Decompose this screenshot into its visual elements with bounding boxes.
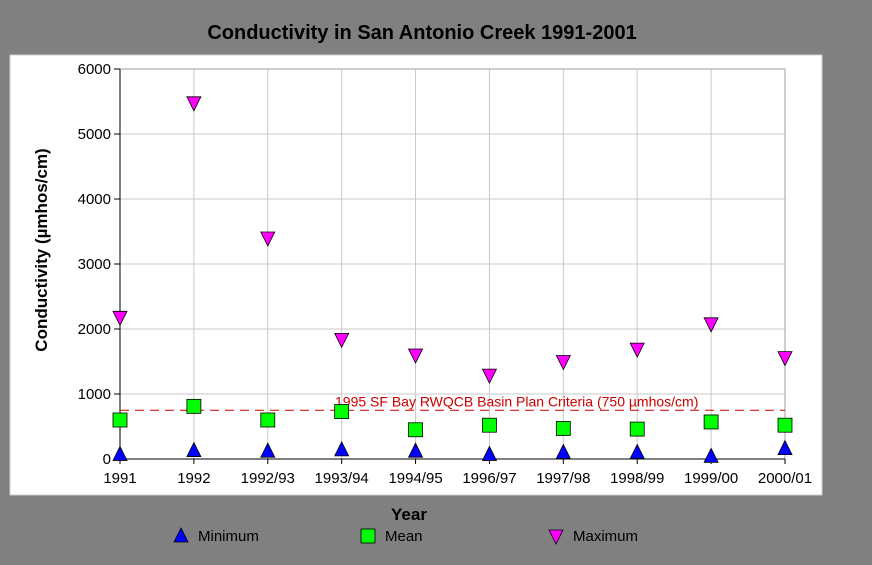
maximum-point <box>112 310 128 327</box>
legend: Minimum Mean Maximum <box>173 527 638 545</box>
x-tick-label: 1992 <box>177 470 210 487</box>
minimum-point <box>703 447 719 463</box>
minimum-point <box>777 439 793 456</box>
minimum-point <box>555 443 571 459</box>
y-tick-label: 4000 <box>78 191 111 208</box>
minimum-point <box>629 443 645 459</box>
x-tick-label: 1992/93 <box>241 470 295 487</box>
mean-point <box>703 414 719 430</box>
mean-point <box>260 412 276 428</box>
x-tick-label: 1994/95 <box>388 470 442 487</box>
legend-label-maximum: Maximum <box>573 528 638 545</box>
legend-marker-maximum <box>548 529 564 545</box>
legend-label-minimum: Minimum <box>198 528 259 545</box>
maximum-point <box>481 368 498 385</box>
legend-marker-mean <box>360 528 376 544</box>
series-mean <box>112 398 793 438</box>
axes: 1991 1992 1992/93 1993/94 1994/95 1996/97 1997… <box>78 61 812 487</box>
minimum-point <box>112 445 128 461</box>
minimum-point <box>186 441 202 457</box>
maximum-point <box>186 96 202 112</box>
x-tick-label: 1998/99 <box>610 470 664 487</box>
mean-point <box>555 421 571 436</box>
x-tick-label: 2000/01 <box>758 470 812 487</box>
maximum-point <box>777 351 793 367</box>
x-tick-label: 1999/00 <box>684 470 738 487</box>
x-tick-label: 1997/98 <box>536 470 590 487</box>
mean-point <box>334 404 350 419</box>
y-tick-label: 0 <box>103 451 111 468</box>
reference-line-group: 1995 SF Bay RWQCB Basin Plan Criteria (7… <box>120 393 785 411</box>
maximum-point <box>703 317 719 333</box>
data-marks <box>112 96 793 463</box>
maximum-point <box>629 342 645 359</box>
y-tick-label: 3000 <box>78 256 111 273</box>
mean-point <box>112 412 128 428</box>
maximum-point <box>407 348 424 364</box>
maximum-point <box>334 332 350 349</box>
maximum-point <box>555 355 571 371</box>
legend-label-mean: Mean <box>385 528 423 545</box>
series-maximum <box>112 96 793 385</box>
y-tick-label: 5000 <box>78 126 111 143</box>
x-tick-label: 1991 <box>103 470 136 487</box>
mean-point <box>408 422 423 438</box>
minimum-point <box>260 442 276 458</box>
minimum-point <box>334 441 350 457</box>
minimum-point <box>481 445 498 461</box>
x-tick-label: 1996/97 <box>462 470 516 487</box>
y-tick-label: 6000 <box>78 61 111 78</box>
mean-point <box>482 417 497 433</box>
reference-line-label: 1995 SF Bay RWQCB Basin Plan Criteria (7… <box>335 393 698 409</box>
series-minimum <box>112 439 793 463</box>
x-tick-label: 1993/94 <box>315 470 369 487</box>
y-tick-label: 1000 <box>78 386 111 403</box>
maximum-point <box>260 231 276 247</box>
minimum-point <box>407 442 424 458</box>
x-axis-label: Year <box>391 505 427 524</box>
mean-point <box>629 421 645 437</box>
y-axis-label: Conductivity (µmhos/cm) <box>32 148 51 351</box>
y-tick-label: 2000 <box>78 321 111 338</box>
chart-title: Conductivity in San Antonio Creek 1991-2… <box>207 22 636 44</box>
mean-point <box>777 417 793 433</box>
legend-marker-minimum <box>173 527 189 543</box>
mean-point <box>186 398 202 414</box>
